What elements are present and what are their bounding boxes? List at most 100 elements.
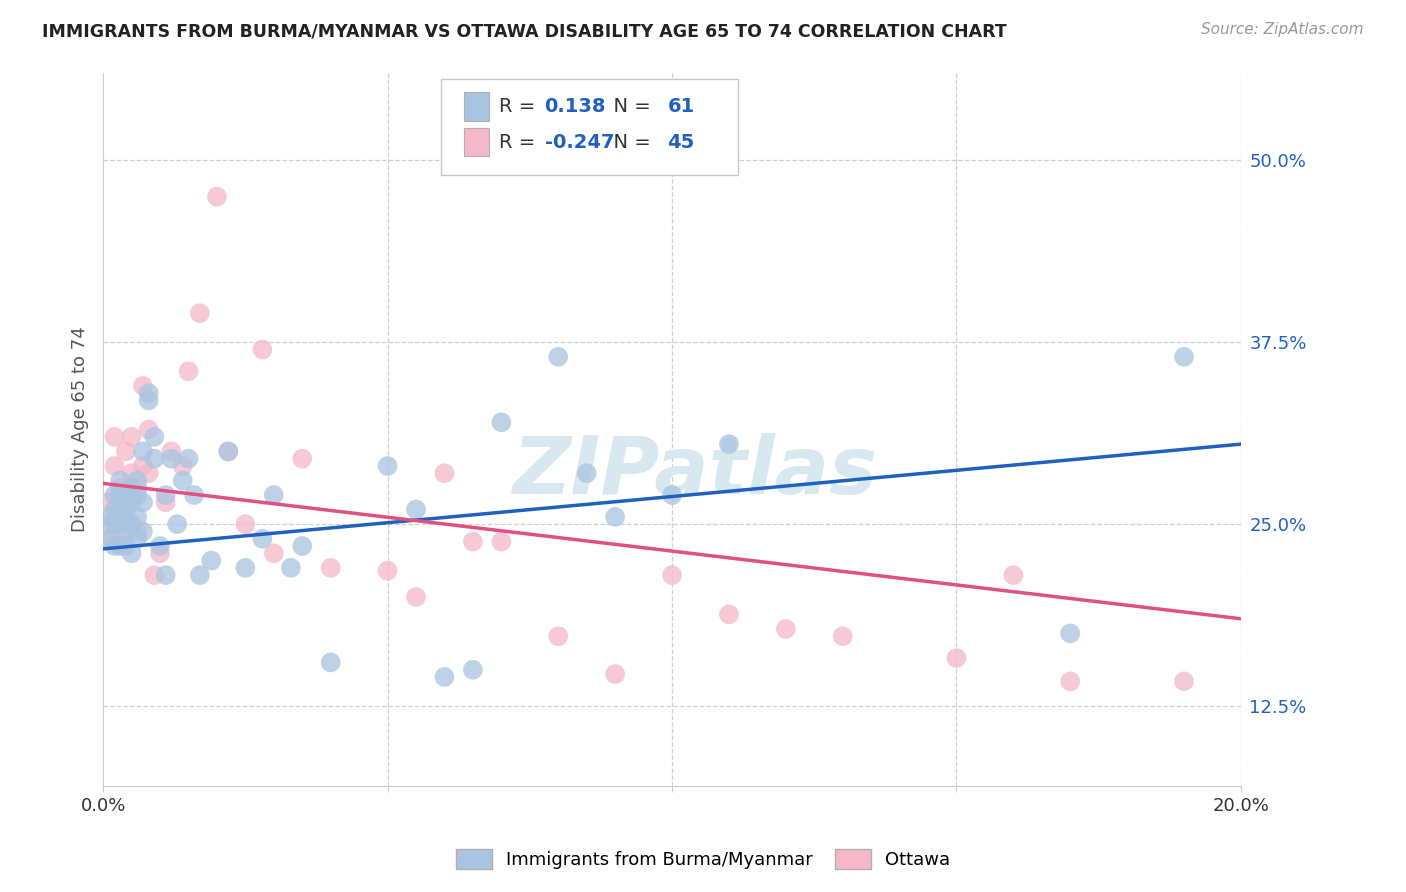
- Point: [97, 509, 120, 524]
- Text: 45: 45: [668, 133, 695, 152]
- Point: [575, 467, 598, 481]
- Point: [121, 546, 143, 560]
- Point: [143, 430, 166, 444]
- Point: [149, 539, 172, 553]
- Point: [138, 386, 160, 401]
- Point: [103, 488, 125, 502]
- Point: [132, 444, 155, 458]
- Point: [291, 451, 314, 466]
- Point: [138, 393, 160, 408]
- Point: [235, 561, 257, 575]
- Point: [127, 524, 149, 539]
- Text: Source: ZipAtlas.com: Source: ZipAtlas.com: [1201, 22, 1364, 37]
- Point: [252, 343, 274, 357]
- Point: [605, 509, 627, 524]
- Point: [103, 502, 125, 516]
- Point: [127, 488, 149, 502]
- Point: [127, 481, 149, 495]
- Point: [166, 517, 188, 532]
- Point: [121, 481, 143, 495]
- Point: [115, 444, 138, 458]
- Point: [108, 532, 131, 546]
- Point: [188, 568, 211, 582]
- Point: [138, 423, 160, 437]
- Point: [200, 553, 222, 567]
- Point: [115, 524, 138, 539]
- FancyBboxPatch shape: [464, 92, 489, 120]
- Point: [115, 509, 138, 524]
- Point: [103, 539, 125, 553]
- Point: [1002, 568, 1025, 582]
- Point: [108, 474, 131, 488]
- Point: [108, 481, 131, 495]
- Point: [1059, 674, 1081, 689]
- Point: [717, 607, 740, 622]
- Point: [1059, 626, 1081, 640]
- Point: [205, 190, 228, 204]
- Point: [97, 532, 120, 546]
- Point: [132, 495, 155, 509]
- Point: [319, 656, 342, 670]
- Point: [188, 306, 211, 320]
- Point: [183, 488, 205, 502]
- Point: [143, 568, 166, 582]
- Point: [217, 444, 239, 458]
- Point: [115, 495, 138, 509]
- Point: [160, 444, 183, 458]
- Point: [97, 495, 120, 509]
- Text: N =: N =: [602, 97, 658, 116]
- Y-axis label: Disability Age 65 to 74: Disability Age 65 to 74: [72, 326, 89, 533]
- Point: [263, 546, 285, 560]
- Point: [115, 539, 138, 553]
- Point: [97, 517, 120, 532]
- Point: [252, 532, 274, 546]
- Point: [127, 509, 149, 524]
- Point: [461, 534, 484, 549]
- Point: [143, 451, 166, 466]
- Point: [377, 564, 399, 578]
- Point: [132, 524, 155, 539]
- Point: [155, 488, 177, 502]
- Point: [291, 539, 314, 553]
- Point: [103, 517, 125, 532]
- Point: [177, 364, 200, 378]
- Point: [155, 495, 177, 509]
- Text: R =: R =: [499, 133, 541, 152]
- Point: [172, 474, 194, 488]
- Point: [103, 430, 125, 444]
- Point: [1173, 674, 1195, 689]
- Point: [121, 430, 143, 444]
- Point: [661, 488, 683, 502]
- FancyBboxPatch shape: [441, 79, 738, 175]
- Point: [235, 517, 257, 532]
- Point: [108, 502, 131, 516]
- Point: [132, 458, 155, 473]
- Point: [1173, 350, 1195, 364]
- Point: [433, 670, 456, 684]
- Point: [377, 458, 399, 473]
- Point: [433, 467, 456, 481]
- Point: [138, 467, 160, 481]
- Point: [775, 622, 797, 636]
- Point: [491, 534, 513, 549]
- Point: [831, 629, 853, 643]
- Text: 0.138: 0.138: [544, 97, 606, 116]
- Point: [97, 532, 120, 546]
- Text: N =: N =: [602, 133, 658, 152]
- Point: [132, 379, 155, 393]
- Point: [121, 495, 143, 509]
- Point: [605, 667, 627, 681]
- Point: [108, 539, 131, 553]
- Point: [405, 590, 427, 604]
- Text: R =: R =: [499, 97, 541, 116]
- Text: ZIPatlas: ZIPatlas: [512, 434, 877, 511]
- Legend: Immigrants from Burma/Myanmar, Ottawa: Immigrants from Burma/Myanmar, Ottawa: [447, 839, 959, 879]
- Point: [115, 502, 138, 516]
- Point: [319, 561, 342, 575]
- Point: [108, 517, 131, 532]
- Point: [263, 488, 285, 502]
- Point: [547, 629, 569, 643]
- Point: [172, 458, 194, 473]
- Point: [945, 651, 967, 665]
- Point: [149, 546, 172, 560]
